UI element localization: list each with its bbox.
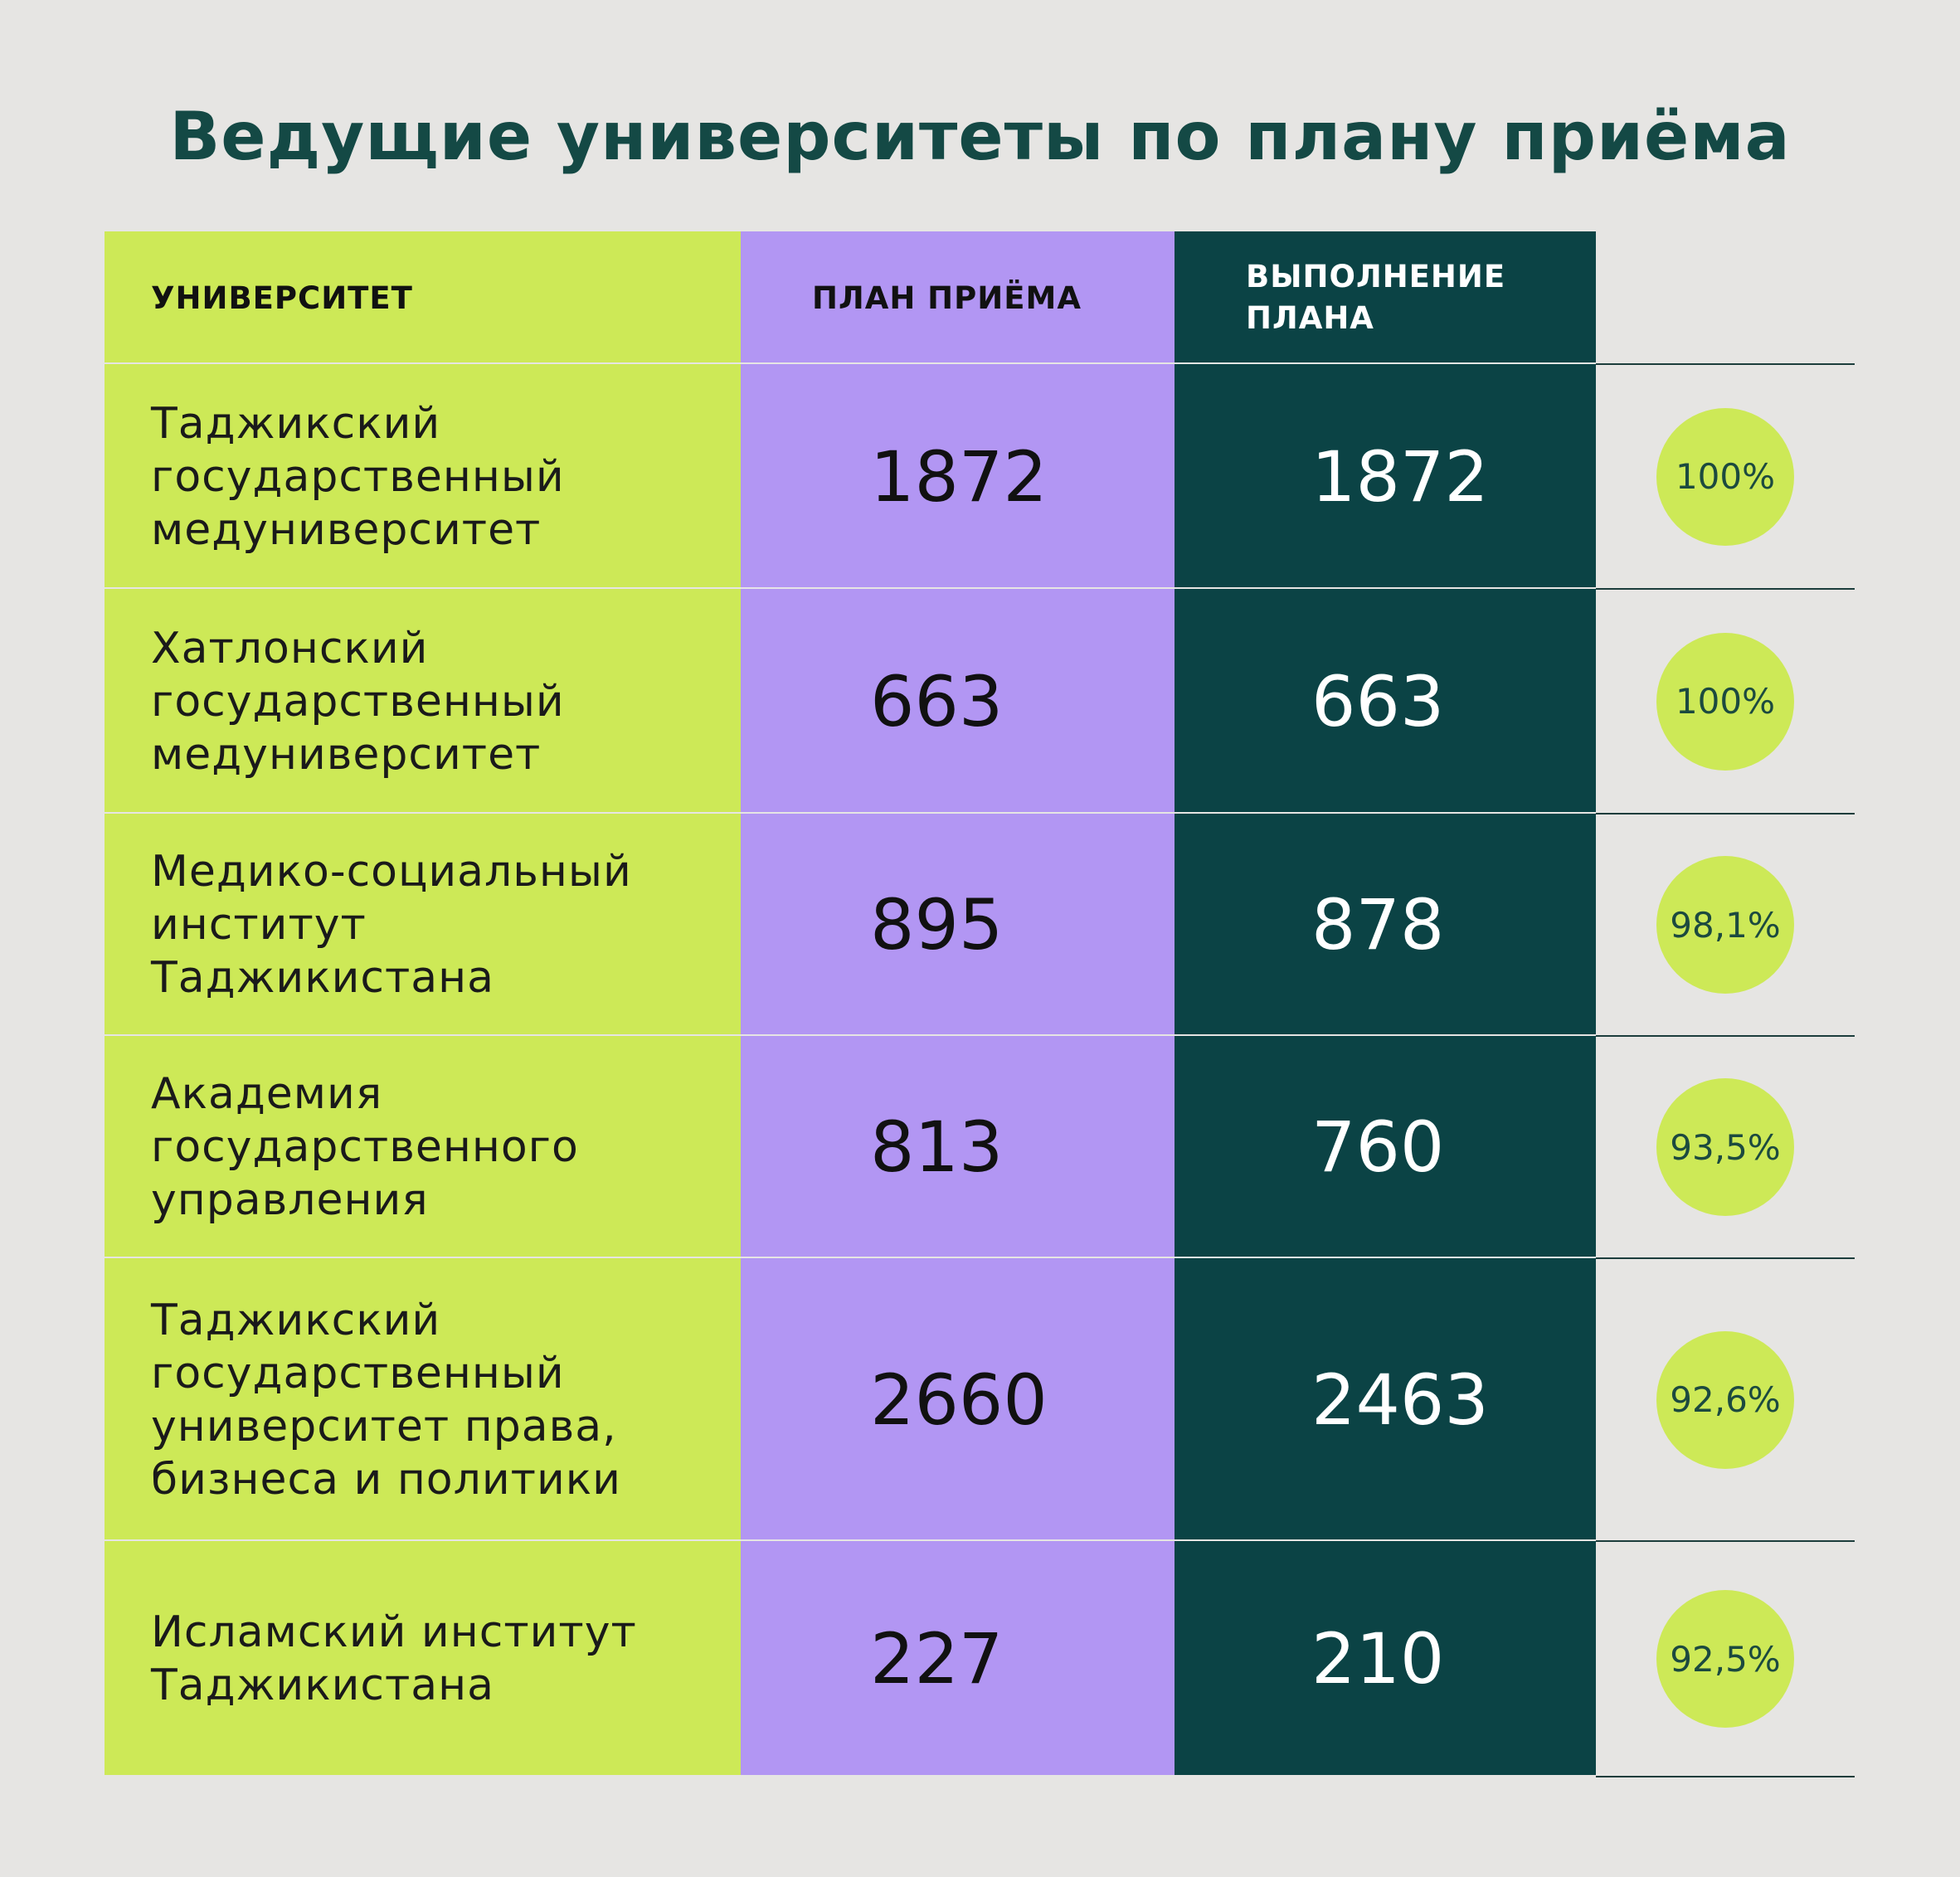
plan-value: 663 xyxy=(741,589,1175,814)
plan-value: 227 xyxy=(741,1541,1175,1777)
done-value: 760 xyxy=(1175,1036,1596,1258)
plan-value: 813 xyxy=(741,1036,1175,1258)
header-university: УНИВЕРСИТЕТ xyxy=(105,231,741,364)
row-separator-line xyxy=(1596,1257,1855,1259)
row-separator-line xyxy=(1596,1035,1855,1037)
percent-badge: 92,6% xyxy=(1656,1330,1794,1469)
done-value: 663 xyxy=(1175,589,1596,814)
plan-value: 2660 xyxy=(741,1258,1175,1541)
done-value: 2463 xyxy=(1175,1258,1596,1541)
done-value: 1872 xyxy=(1175,364,1596,589)
header-plan: ПЛАН ПРИЁМА xyxy=(741,231,1175,364)
percent-badge: 93,5% xyxy=(1656,1078,1794,1216)
done-value: 878 xyxy=(1175,814,1596,1036)
percent-badge: 100% xyxy=(1656,632,1794,771)
page-title: Ведущие университеты по плану приёма xyxy=(169,98,1791,175)
university-name: Академия государственного управления xyxy=(105,1036,741,1258)
university-name: Медико-социальный институт Таджикистана xyxy=(105,814,741,1036)
percent-badge: 92,5% xyxy=(1656,1590,1794,1728)
row-separator-line xyxy=(1596,363,1855,365)
row-separator-line xyxy=(1596,1540,1855,1542)
row-separator-line xyxy=(1596,588,1855,590)
percent-badge: 98,1% xyxy=(1656,856,1794,994)
percent-badge: 100% xyxy=(1656,407,1794,546)
row-separator xyxy=(105,1775,1596,1778)
university-name: Таджикский государственный университет п… xyxy=(105,1258,741,1541)
done-value: 210 xyxy=(1175,1541,1596,1777)
admission-table: УНИВЕРСИТЕТ ПЛАН ПРИЁМА ВЫПОЛНЕНИЕ ПЛАНА… xyxy=(105,231,1855,1778)
plan-value: 895 xyxy=(741,814,1175,1036)
percent-cell: 92,6% xyxy=(1596,1258,1855,1541)
percent-cell: 98,1% xyxy=(1596,814,1855,1036)
university-name: Таджикский государственный медуниверсите… xyxy=(105,364,741,589)
percent-cell: 100% xyxy=(1596,589,1855,814)
header-done: ВЫПОЛНЕНИЕ ПЛАНА xyxy=(1175,231,1596,364)
plan-value: 1872 xyxy=(741,364,1175,589)
row-separator-line xyxy=(1596,1776,1855,1777)
percent-cell: 92,5% xyxy=(1596,1541,1855,1777)
row-separator-line xyxy=(1596,813,1855,815)
university-name: Хатлонский государственный медуниверсите… xyxy=(105,589,741,814)
university-name: Исламский институт Таджикистана xyxy=(105,1541,741,1777)
percent-cell: 100% xyxy=(1596,364,1855,589)
percent-cell: 93,5% xyxy=(1596,1036,1855,1258)
